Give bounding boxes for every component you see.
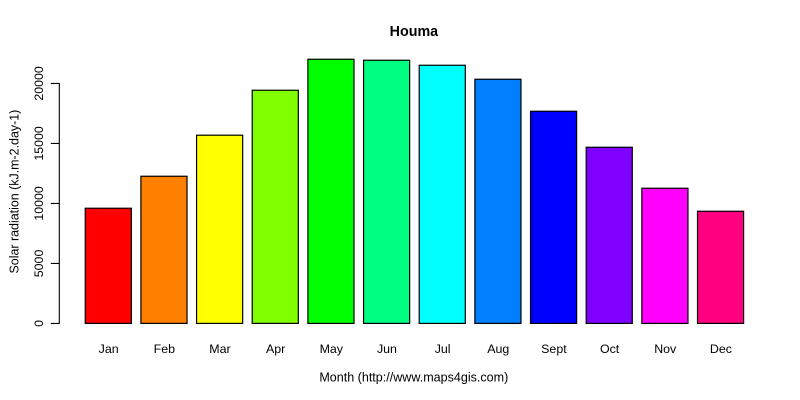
svg-text:Houma: Houma [390,24,440,40]
svg-text:Mar: Mar [209,342,230,356]
svg-text:10000: 10000 [32,186,46,221]
svg-text:Solar radiation (kJ.m-2.day-1): Solar radiation (kJ.m-2.day-1) [7,110,21,274]
svg-text:Dec: Dec [710,342,732,356]
svg-text:Apr: Apr [266,342,285,356]
svg-text:Oct: Oct [600,342,620,356]
svg-text:20000: 20000 [32,66,46,101]
svg-text:Month (http://www.maps4gis.com: Month (http://www.maps4gis.com) [319,370,508,384]
svg-text:Jun: Jun [377,342,397,356]
svg-text:5000: 5000 [32,250,46,278]
svg-text:15000: 15000 [32,126,46,161]
svg-text:May: May [320,342,344,356]
svg-text:Nov: Nov [654,342,677,356]
svg-text:Sept: Sept [541,342,567,356]
svg-text:Feb: Feb [154,342,175,356]
svg-text:0: 0 [32,320,46,327]
svg-text:Aug: Aug [487,342,509,356]
svg-text:Jan: Jan [99,342,119,356]
svg-text:Jul: Jul [435,342,451,356]
